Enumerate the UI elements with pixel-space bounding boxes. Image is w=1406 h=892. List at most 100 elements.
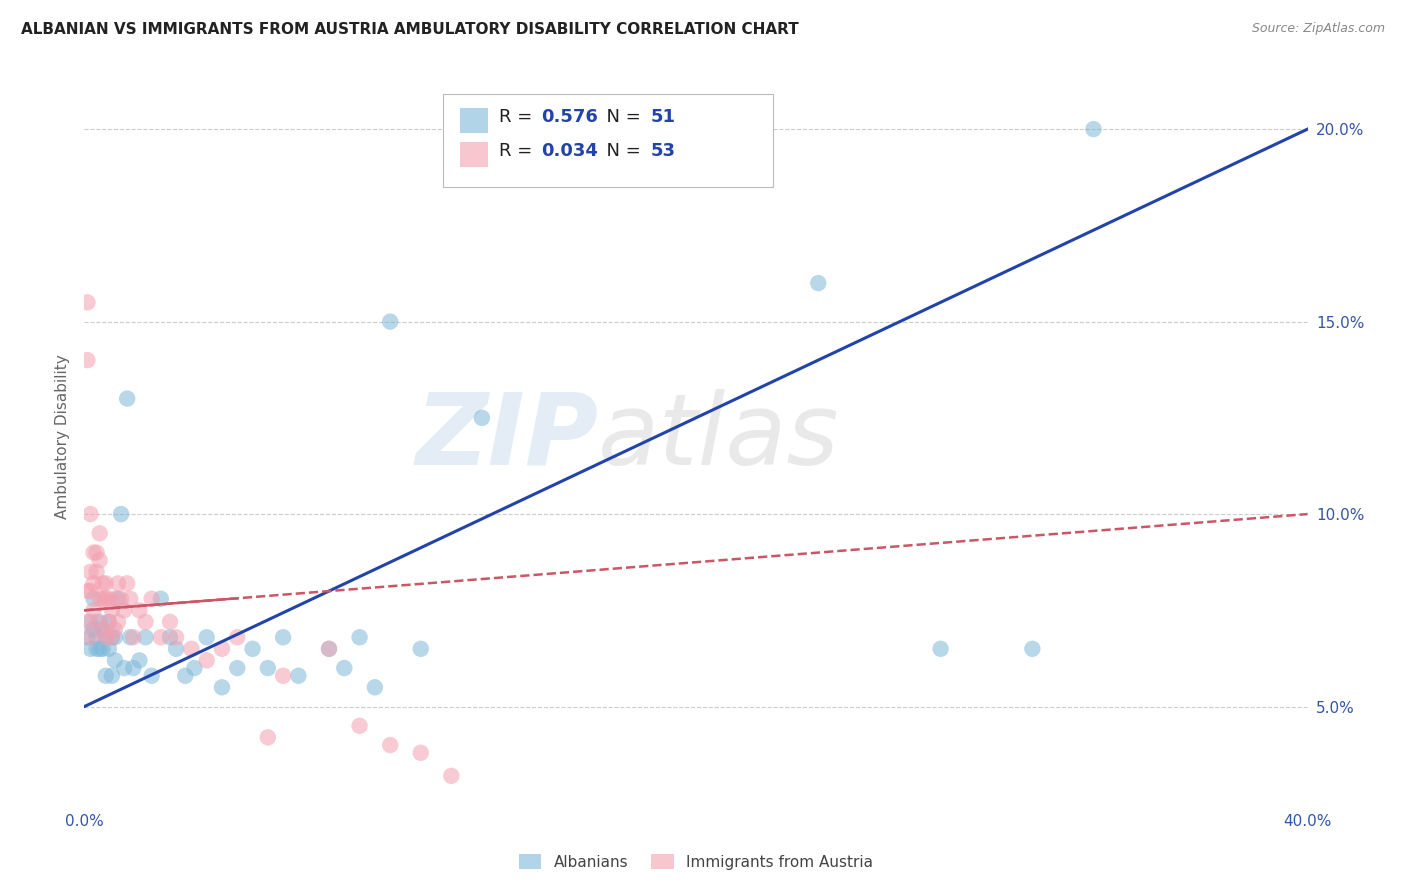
Point — [271, 669, 294, 683]
Point — [91, 623, 114, 637]
Text: N =: N = — [595, 142, 647, 160]
Point — [79, 630, 101, 644]
Point — [79, 565, 101, 579]
Point — [141, 591, 163, 606]
Point — [107, 576, 129, 591]
Point — [174, 669, 197, 683]
Point — [183, 661, 205, 675]
Point — [242, 641, 264, 656]
Point — [76, 584, 98, 599]
Point — [79, 584, 101, 599]
Point — [86, 641, 108, 656]
Point — [89, 553, 111, 567]
Point — [159, 630, 181, 644]
Point — [112, 603, 135, 617]
Point — [79, 641, 101, 656]
Point — [94, 630, 117, 644]
Point — [94, 591, 117, 606]
Point — [112, 661, 135, 675]
Point — [409, 641, 432, 656]
Point — [107, 591, 129, 606]
Point — [380, 315, 402, 329]
Point — [86, 565, 108, 579]
Point — [135, 630, 157, 644]
Text: atlas: atlas — [598, 389, 839, 485]
Point — [97, 591, 120, 606]
Point — [409, 746, 432, 760]
Point — [83, 576, 105, 591]
Point — [149, 591, 172, 606]
Point — [318, 641, 340, 656]
Point — [79, 615, 101, 629]
Point — [91, 591, 114, 606]
Point — [122, 630, 145, 644]
Point — [333, 661, 356, 675]
Y-axis label: Ambulatory Disability: Ambulatory Disability — [55, 355, 70, 519]
Point — [89, 526, 111, 541]
Point — [349, 719, 371, 733]
Point — [211, 641, 233, 656]
Point — [128, 603, 150, 617]
Point — [86, 630, 108, 644]
Point — [110, 507, 132, 521]
Point — [94, 669, 117, 683]
Point — [91, 641, 114, 656]
Point — [115, 392, 138, 406]
Point — [110, 591, 132, 606]
Point — [104, 653, 127, 667]
Point — [440, 769, 463, 783]
Point — [94, 630, 117, 644]
Text: ALBANIAN VS IMMIGRANTS FROM AUSTRIA AMBULATORY DISABILITY CORRELATION CHART: ALBANIAN VS IMMIGRANTS FROM AUSTRIA AMBU… — [21, 22, 799, 37]
Point — [104, 623, 127, 637]
Point — [83, 545, 105, 559]
Point — [89, 641, 111, 656]
Point — [83, 623, 105, 637]
Point — [135, 615, 157, 629]
Point — [318, 641, 340, 656]
Point — [76, 353, 98, 368]
Point — [165, 641, 187, 656]
Text: R =: R = — [499, 108, 538, 126]
Point — [97, 615, 120, 629]
Point — [79, 507, 101, 521]
Point — [86, 615, 108, 629]
Point — [104, 630, 127, 644]
Point — [91, 623, 114, 637]
Point — [807, 276, 830, 290]
Point — [115, 576, 138, 591]
Text: 0.576: 0.576 — [541, 108, 598, 126]
Point — [211, 681, 233, 695]
Point — [83, 603, 105, 617]
Point — [94, 576, 117, 591]
Point — [120, 591, 142, 606]
Point — [195, 630, 218, 644]
Text: 53: 53 — [651, 142, 676, 160]
Point — [76, 615, 98, 629]
Point — [122, 661, 145, 675]
Point — [86, 545, 108, 559]
Point — [101, 630, 124, 644]
Point — [83, 591, 105, 606]
Text: 0.034: 0.034 — [541, 142, 598, 160]
Text: N =: N = — [595, 108, 647, 126]
Point — [107, 615, 129, 629]
Point — [101, 630, 124, 644]
Point — [120, 630, 142, 644]
Text: ZIP: ZIP — [415, 389, 598, 485]
Point — [159, 615, 181, 629]
Point — [76, 630, 98, 644]
Point — [104, 591, 127, 606]
Point — [101, 603, 124, 617]
Point — [929, 641, 952, 656]
Point — [380, 738, 402, 752]
Point — [91, 576, 114, 591]
Legend: Albanians, Immigrants from Austria: Albanians, Immigrants from Austria — [512, 847, 880, 876]
Point — [141, 669, 163, 683]
Point — [226, 630, 249, 644]
Text: Source: ZipAtlas.com: Source: ZipAtlas.com — [1251, 22, 1385, 36]
Point — [97, 641, 120, 656]
Point — [165, 630, 187, 644]
Point — [76, 295, 98, 310]
Point — [89, 591, 111, 606]
Point — [149, 630, 172, 644]
